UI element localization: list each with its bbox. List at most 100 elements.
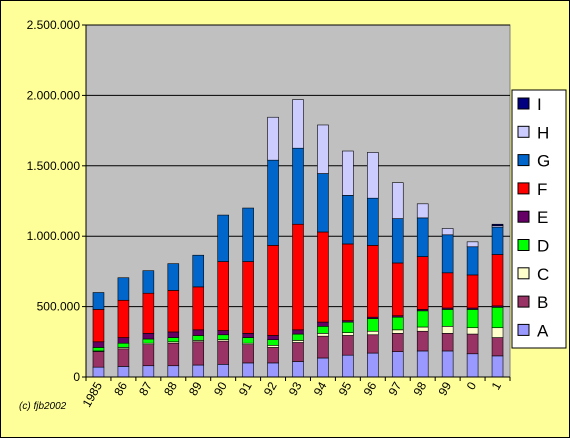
bar-segment-f-97: [391, 262, 404, 317]
bar-segment-d-97: [391, 316, 404, 331]
bar-segment-d-88: [167, 337, 180, 343]
bar-segment-f-96: [367, 245, 379, 318]
bar-segment-b-92: [267, 347, 279, 364]
bar-segment-g-96: [367, 197, 379, 246]
y-tick-label: 1.000.000: [27, 229, 81, 243]
bar-segment-g-99: [441, 234, 454, 274]
bar-segment-b-90: [217, 340, 229, 365]
bar-segment-e-92: [267, 335, 279, 340]
bar-segment-b-91: [242, 344, 254, 364]
y-tick-label: 2.000.000: [27, 88, 81, 102]
bar-segment-e-90: [217, 330, 229, 336]
bar-segment-d-98: [416, 310, 429, 328]
y-tick-label: 500.000: [37, 300, 81, 314]
bar-segment-c-1: [491, 327, 504, 338]
x-tick-label: 88: [161, 379, 180, 398]
bar-segment-e-94: [317, 321, 329, 327]
bar-segment-g-97: [391, 218, 404, 264]
bar-segment-g-86: [117, 277, 130, 301]
bar-segment-b-1: [491, 337, 504, 357]
bar-segment-b-0: [466, 333, 479, 355]
bar-segment-d-1: [491, 307, 504, 329]
legend-label-f: F: [537, 180, 547, 199]
x-tick-label: 96: [361, 379, 380, 398]
bar-segment-g-0: [466, 246, 479, 276]
x-tick-label: 97: [386, 379, 405, 398]
bar-segment-a-93: [292, 361, 304, 378]
x-tick-label: 91: [236, 379, 255, 398]
legend-label-i: I: [537, 95, 542, 114]
bar-segment-e-91: [242, 333, 254, 338]
bar-segment-f-90: [217, 261, 229, 331]
bar-segment-d-89: [192, 335, 205, 341]
y-tick-label: 2.500.000: [27, 18, 81, 32]
bar-segment-b-97: [391, 333, 404, 352]
bar-segment-c-95: [342, 332, 354, 336]
bar-segment-d-99: [441, 309, 454, 327]
bar-segment-g-95: [342, 195, 354, 245]
bar-segment-g-92: [267, 159, 279, 246]
bar-segment-a-89: [192, 364, 205, 378]
bar-segment-h-93: [292, 99, 304, 149]
bar-segment-f-87: [142, 292, 155, 334]
bar-segment-d-87: [142, 338, 155, 344]
bar-segment-g-93: [292, 147, 304, 225]
bar-segment-c-93: [292, 340, 304, 343]
bar-segment-d-90: [217, 334, 229, 340]
legend-label-d: D: [537, 237, 549, 256]
bar-segment-d-91: [242, 337, 254, 344]
bar-segment-c-96: [367, 330, 379, 336]
bar-segment-f-1: [491, 254, 504, 307]
bar-segment-b-93: [292, 342, 304, 362]
bar-segment-h-92: [267, 116, 279, 161]
bar-segment-a-96: [367, 352, 379, 378]
bar-segment-h-0: [466, 241, 479, 248]
bar-segment-e-87: [142, 333, 155, 340]
bar-segment-c-94: [317, 333, 329, 337]
bar-segment-f-86: [117, 299, 130, 338]
bar-segment-g-1: [491, 226, 504, 255]
bar-segment-a-95: [342, 354, 354, 378]
bar-segment-a-91: [242, 362, 254, 378]
x-tick-label: 95: [336, 379, 355, 398]
bar-segment-f-94: [317, 231, 329, 323]
bar-segment-d-94: [317, 326, 329, 334]
x-tick-label: 0: [464, 379, 480, 392]
bar-segment-d-0: [466, 309, 479, 329]
legend-label-e: E: [537, 208, 548, 227]
bar-segment-f-93: [292, 223, 304, 331]
bar-segment-c-98: [416, 326, 429, 332]
x-tick-label: 1: [489, 379, 505, 392]
bar-segment-g-98: [416, 217, 429, 257]
bar-segment-a-98: [416, 350, 429, 378]
bar-segment-b-99: [441, 333, 454, 352]
legend-label-c: C: [537, 265, 549, 284]
bar-segment-b-87: [142, 344, 155, 367]
bar-segment-e-88: [167, 331, 180, 338]
bar-segment-c-0: [466, 327, 479, 335]
legend-label-h: H: [537, 123, 549, 142]
x-tick-label: 86: [111, 379, 130, 398]
bar-segment-h-97: [391, 182, 404, 219]
x-tick-label: 1985: [80, 379, 106, 409]
bar-segment-g-1985: [92, 292, 105, 310]
bar-segment-d-96: [367, 318, 379, 332]
legend-swatch-a: [517, 323, 530, 336]
bar-segment-f-95: [342, 243, 354, 321]
bar-segment-d-93: [292, 333, 304, 341]
bar-segment-h-99: [441, 228, 454, 236]
legend-swatch-f: [517, 182, 530, 195]
bar-segment-h-98: [416, 203, 429, 219]
bar-segment-i-1: [491, 223, 504, 226]
bar-segment-f-92: [267, 245, 279, 336]
bar-segment-e-93: [292, 329, 304, 335]
bar-segment-f-89: [192, 286, 205, 331]
bar-segment-a-1: [491, 355, 504, 378]
bar-segment-a-88: [167, 365, 180, 378]
bar-segment-a-94: [317, 357, 329, 378]
bar-segment-h-95: [342, 150, 354, 196]
x-tick-label: 90: [211, 379, 230, 398]
bar-segment-f-88: [167, 290, 180, 333]
